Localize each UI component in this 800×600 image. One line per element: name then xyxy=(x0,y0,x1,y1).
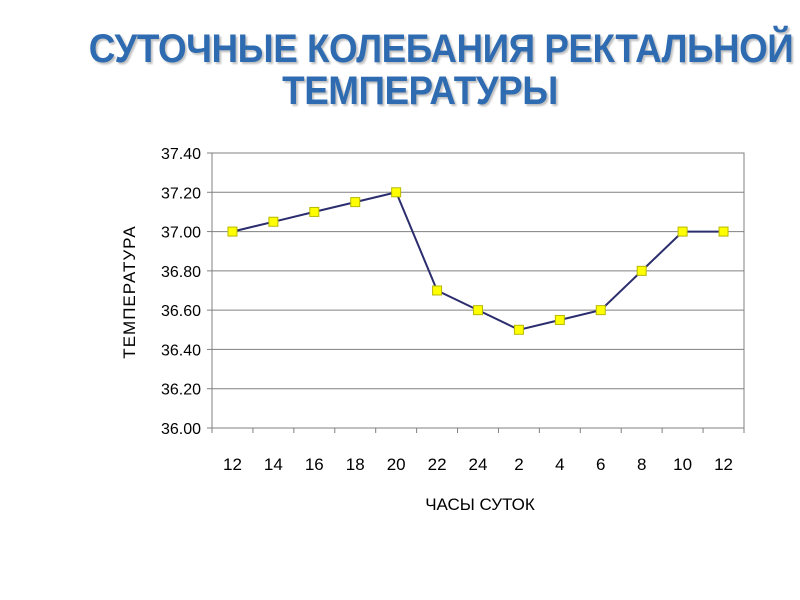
data-point-marker xyxy=(309,206,320,217)
data-point-marker xyxy=(718,226,729,237)
x-tick-label: 20 xyxy=(387,455,406,474)
slide-title-line-2: ТЕМПЕРАТУРЫ xyxy=(282,69,558,113)
x-tick-label: 18 xyxy=(346,455,365,474)
y-tick-label: 37.20 xyxy=(161,185,201,202)
y-tick-label: 36.80 xyxy=(161,264,201,281)
slide-title: СУТОЧНЫЕ КОЛЕБАНИЯ РЕКТАЛЬНОЙ ТЕМПЕРАТУР… xyxy=(88,27,794,113)
y-tick-label: 36.20 xyxy=(161,382,201,399)
y-axis-tick-labels: 36.00 36.20 36.40 36.60 36.80 37.00 37.20 37.40 xyxy=(161,146,201,438)
y-tick-label: 37.00 xyxy=(161,225,201,242)
y-axis-label: ТЕМПЕРАТУРА xyxy=(120,225,139,358)
y-tick-label: 36.40 xyxy=(161,342,201,359)
x-tick-label: 14 xyxy=(264,455,283,474)
x-axis-label: ЧАСЫ СУТОК xyxy=(425,495,535,514)
data-point-marker xyxy=(677,226,688,237)
data-point-marker xyxy=(391,187,402,198)
x-tick-label: 2 xyxy=(514,455,523,474)
x-tick-label: 12 xyxy=(223,455,242,474)
y-tick-label: 36.60 xyxy=(161,303,201,320)
data-point-marker xyxy=(595,305,606,316)
y-tick-label: 36.00 xyxy=(161,421,201,438)
x-tick-label: 12 xyxy=(714,455,733,474)
data-point-marker xyxy=(636,265,647,276)
data-point-marker xyxy=(554,314,565,325)
data-point-marker xyxy=(350,197,361,208)
x-tick-label: 22 xyxy=(428,455,447,474)
series-markers xyxy=(227,187,729,335)
x-tick-label: 4 xyxy=(555,455,564,474)
data-point-marker xyxy=(227,226,238,237)
data-point-marker xyxy=(432,285,443,296)
data-point-marker xyxy=(268,216,279,227)
x-tick-label: 16 xyxy=(305,455,324,474)
slide-title-line-1: СУТОЧНЫЕ КОЛЕБАНИЯ РЕКТАЛЬНОЙ xyxy=(88,27,794,71)
x-tick-label: 8 xyxy=(637,455,646,474)
x-tick-label: 10 xyxy=(673,455,692,474)
gridlines xyxy=(207,152,745,433)
x-tick-label: 6 xyxy=(596,455,605,474)
data-point-marker xyxy=(513,324,524,335)
x-tick-label: 24 xyxy=(469,455,488,474)
plot-area xyxy=(211,152,745,429)
x-axis-tick-labels: 12 14 16 18 20 22 24 2 4 6 8 10 12 xyxy=(223,455,733,474)
data-point-marker xyxy=(473,305,483,316)
y-tick-label: 37.40 xyxy=(161,146,201,163)
